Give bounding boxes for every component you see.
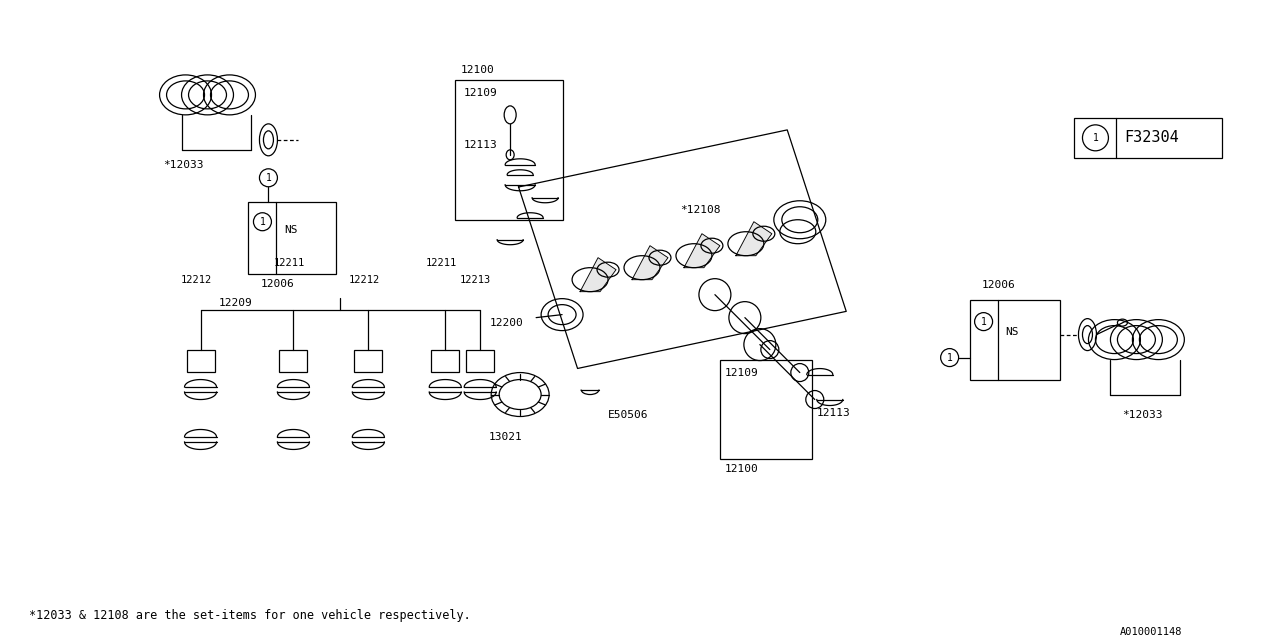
Text: 12211: 12211	[274, 258, 305, 268]
Text: 1: 1	[265, 173, 271, 183]
Text: *12033: *12033	[164, 160, 204, 170]
Text: 12109: 12109	[463, 88, 497, 98]
Text: 1: 1	[947, 353, 952, 363]
Text: E50506: E50506	[608, 410, 649, 419]
Polygon shape	[736, 221, 772, 256]
Text: 12006: 12006	[260, 278, 294, 289]
Text: 12100: 12100	[724, 465, 759, 474]
Text: 1: 1	[260, 217, 265, 227]
Bar	[456, 80, 563, 220]
Text: 1: 1	[1093, 133, 1098, 143]
Text: 13021: 13021	[488, 433, 522, 442]
Text: 1: 1	[980, 317, 987, 326]
Text: 12213: 12213	[461, 275, 492, 285]
Text: 12113: 12113	[817, 408, 850, 417]
Text: 12100: 12100	[461, 65, 494, 75]
Text: NS: NS	[284, 225, 298, 235]
Bar	[466, 349, 494, 372]
Text: 12109: 12109	[724, 367, 759, 378]
Bar	[355, 349, 383, 372]
Bar	[187, 349, 215, 372]
Text: 12113: 12113	[463, 140, 497, 150]
Text: 12211: 12211	[425, 258, 457, 268]
Text: 12200: 12200	[490, 317, 524, 328]
Text: 12006: 12006	[982, 280, 1015, 290]
Bar	[970, 300, 1060, 380]
Bar	[248, 202, 337, 274]
Polygon shape	[684, 234, 719, 268]
Text: 12212: 12212	[348, 275, 380, 285]
Text: *12033: *12033	[1123, 410, 1164, 419]
Polygon shape	[632, 246, 668, 280]
Bar	[1074, 118, 1222, 158]
Text: A010001148: A010001148	[1120, 627, 1181, 637]
Bar	[279, 349, 307, 372]
Text: *12108: *12108	[680, 205, 721, 215]
Text: 12212: 12212	[180, 275, 211, 285]
Text: F32304: F32304	[1124, 130, 1179, 145]
Bar	[431, 349, 460, 372]
Text: 12209: 12209	[219, 298, 252, 308]
Text: NS: NS	[1006, 326, 1019, 337]
Text: *12033 & 12108 are the set-items for one vehicle respectively.: *12033 & 12108 are the set-items for one…	[28, 609, 471, 622]
Bar	[719, 360, 812, 460]
Polygon shape	[580, 258, 616, 292]
